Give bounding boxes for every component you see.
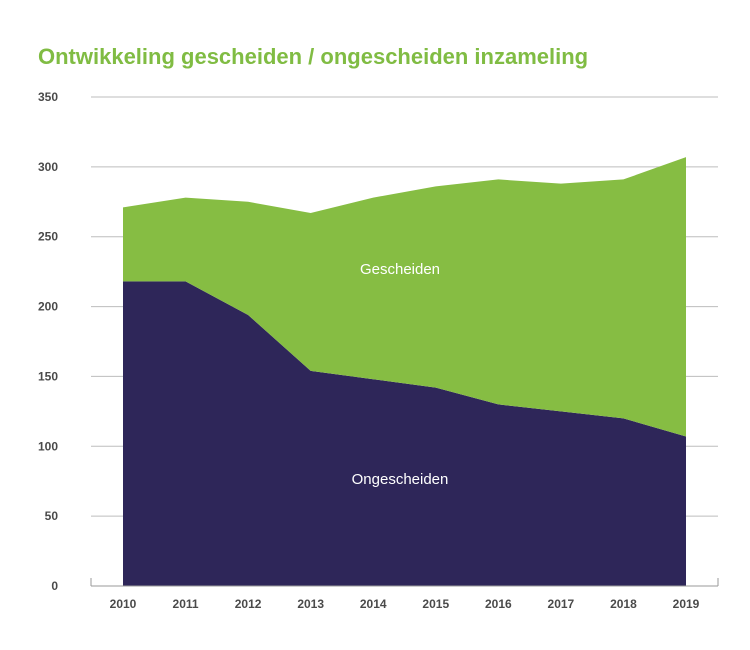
x-tick-label: 2012 — [235, 597, 262, 611]
y-tick-label: 150 — [38, 369, 58, 383]
y-tick-label: 350 — [38, 90, 58, 104]
x-tick-label: 2017 — [548, 597, 575, 611]
x-tick-label: 2016 — [485, 597, 512, 611]
y-tick-label: 200 — [38, 300, 58, 314]
y-tick-label: 300 — [38, 160, 58, 174]
y-tick-label: 250 — [38, 230, 58, 244]
x-tick-label: 2018 — [610, 597, 637, 611]
x-tick-label: 2010 — [110, 597, 137, 611]
x-tick-label: 2015 — [422, 597, 449, 611]
y-tick-label: 0 — [51, 579, 58, 593]
x-tick-label: 2011 — [173, 597, 199, 611]
series-label-gescheiden: Gescheiden — [360, 261, 440, 278]
area-ongescheiden — [123, 281, 686, 586]
y-tick-label: 100 — [38, 439, 58, 453]
x-tick-label: 2019 — [673, 597, 700, 611]
x-tick-label: 2013 — [297, 597, 324, 611]
y-tick-label: 50 — [45, 509, 59, 523]
areas — [123, 157, 686, 586]
chart-title: Ontwikkeling gescheiden / ongescheiden i… — [38, 44, 589, 69]
area-gescheiden — [123, 157, 686, 437]
x-tick-label: 2014 — [360, 597, 387, 611]
axes: 0 50 100 150 200 250 300 350 2010 2011 2012 2013 201… — [38, 90, 719, 611]
series-label-ongescheiden: Ongescheiden — [352, 471, 449, 488]
